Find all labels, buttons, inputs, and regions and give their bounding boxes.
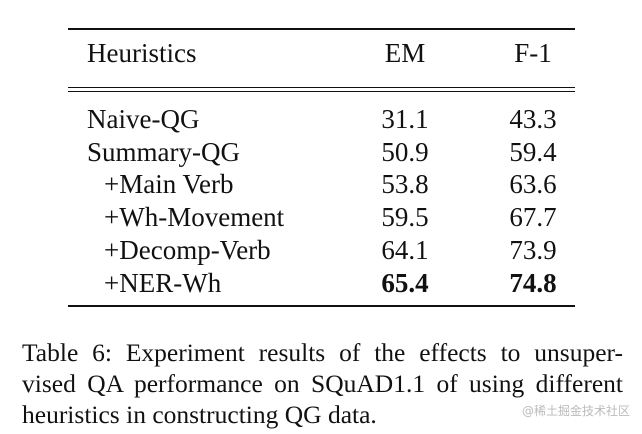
row-label: Naive-QG [87,104,200,134]
cell-value: 59.5 [381,202,429,233]
cell-value: 73.9 [509,234,557,265]
row-label: +Wh-Movement [104,202,285,233]
row-label: +Decomp-Verb [104,234,271,265]
column-header: EM [384,38,426,68]
row-label: Summary-QG [87,136,240,167]
cell-value: 64.1 [381,234,429,265]
bottom-rule [68,305,575,307]
cell-value: 53.8 [381,169,429,200]
cell-value: 31.1 [381,104,429,134]
caption-line: heuristics in constructing QG data. [22,400,377,429]
top-rule [68,28,575,30]
cell-value: 65.4 [381,267,429,298]
watermark: @稀土掘金技术社区 [521,404,630,418]
caption-line: Table 6: Experiment results of the effec… [22,338,623,367]
cell-value: 74.8 [509,267,557,298]
caption-line: vised QA performance on SQuAD1.1 of usin… [22,369,623,398]
row-label: +Main Verb [104,169,234,200]
column-header: Heuristics [87,38,197,68]
column-header: F-1 [514,38,552,68]
cell-value: 59.4 [509,136,557,167]
cell-value: 67.7 [509,202,557,233]
cell-value: 50.9 [381,136,429,167]
row-label: +NER-Wh [104,267,222,298]
header-rule [68,87,575,88]
cell-value: 43.3 [509,104,557,134]
header-rule [68,91,575,92]
cell-value: 63.6 [509,169,557,200]
